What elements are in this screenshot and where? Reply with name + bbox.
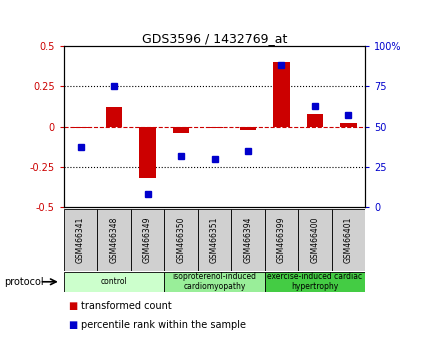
Bar [265, 209, 298, 271]
Bar [97, 209, 131, 271]
Bar [172, 127, 189, 133]
Bar [139, 127, 156, 178]
Text: percentile rank within the sample: percentile rank within the sample [81, 320, 246, 330]
Text: transformed count: transformed count [81, 301, 172, 311]
Bar [64, 209, 97, 271]
Text: isoproterenol-induced
cardiomyopathy: isoproterenol-induced cardiomyopathy [172, 272, 257, 291]
Bar [131, 209, 164, 271]
Bar [332, 209, 365, 271]
Text: GSM466401: GSM466401 [344, 217, 353, 263]
Text: GSM466350: GSM466350 [176, 217, 186, 263]
Text: exercise-induced cardiac
hypertrophy: exercise-induced cardiac hypertrophy [268, 272, 363, 291]
Bar [206, 127, 223, 128]
Text: control: control [101, 277, 128, 286]
Text: protocol: protocol [4, 277, 44, 287]
Bar [164, 272, 265, 292]
Text: GSM466348: GSM466348 [110, 217, 118, 263]
Bar [265, 272, 365, 292]
Text: GSM466400: GSM466400 [311, 217, 319, 263]
Text: ■: ■ [68, 301, 77, 311]
Text: GSM466349: GSM466349 [143, 217, 152, 263]
Bar [273, 62, 290, 127]
Text: ■: ■ [68, 320, 77, 330]
Bar [240, 127, 257, 130]
Text: GSM466394: GSM466394 [243, 217, 253, 263]
Bar [298, 209, 332, 271]
Bar [307, 114, 323, 127]
Bar [340, 123, 357, 127]
Bar [164, 209, 198, 271]
Bar [64, 272, 164, 292]
Title: GDS3596 / 1432769_at: GDS3596 / 1432769_at [142, 32, 287, 45]
Text: GSM466351: GSM466351 [210, 217, 219, 263]
Bar [231, 209, 265, 271]
Text: GSM466399: GSM466399 [277, 217, 286, 263]
Bar [72, 127, 89, 128]
Text: GSM466341: GSM466341 [76, 217, 85, 263]
Bar [106, 107, 122, 127]
Bar [198, 209, 231, 271]
